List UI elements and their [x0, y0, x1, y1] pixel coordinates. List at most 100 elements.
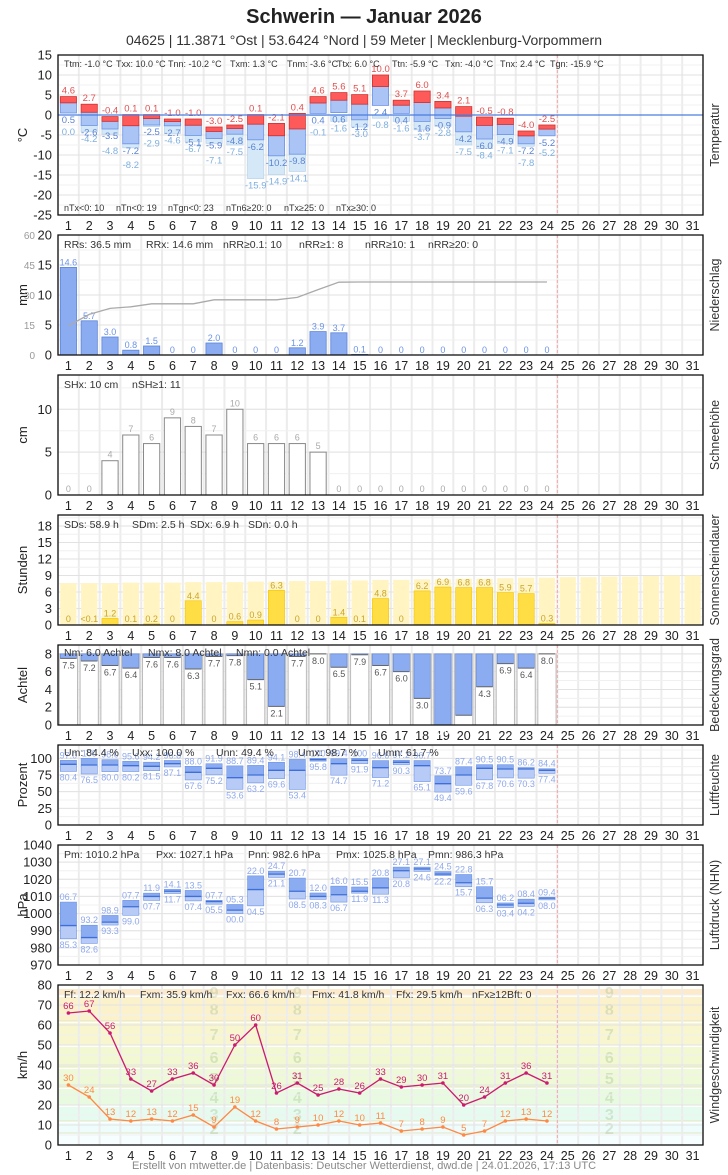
svg-text:6: 6 — [274, 433, 279, 443]
y-tick-label: 0 — [45, 348, 52, 363]
svg-text:-2.5: -2.5 — [539, 114, 555, 125]
svg-text:7: 7 — [128, 424, 133, 434]
y-tick-label: 0 — [45, 1138, 52, 1153]
y-tick-label: 30 — [38, 1078, 52, 1093]
x-tick-label: 29 — [644, 359, 658, 373]
svg-text:20: 20 — [458, 1093, 469, 1104]
svg-text:0.4: 0.4 — [291, 102, 304, 113]
beaufort-label: 9 — [605, 985, 614, 1002]
cumulative-line — [68, 281, 547, 327]
y-tick-label: 4 — [45, 682, 52, 697]
panel-title: Schneehöhe — [708, 400, 722, 470]
svg-text:7: 7 — [482, 1119, 487, 1130]
svg-text:1.2: 1.2 — [104, 608, 117, 618]
x-tick-label: 3 — [107, 629, 114, 643]
beaufort-label: 8 — [293, 1002, 302, 1019]
x-tick-label: 4 — [127, 499, 134, 513]
svg-text:-6.7: -6.7 — [185, 144, 201, 155]
svg-text:4: 4 — [108, 450, 113, 460]
x-tick-label: 5 — [148, 629, 155, 643]
svg-text:5.7: 5.7 — [83, 311, 96, 321]
x-tick-label: 13 — [311, 219, 325, 233]
x-tick-label: 14 — [332, 219, 346, 233]
x-tick-label: 13 — [311, 499, 325, 513]
rain-bar — [288, 347, 306, 356]
svg-text:33: 33 — [126, 1067, 137, 1078]
possible-sun-bar — [330, 580, 348, 625]
stat-label: Txn: -4.0 °C — [445, 59, 494, 69]
y-tick-label: 8 — [45, 646, 52, 661]
x-tick-label: 10 — [249, 629, 263, 643]
svg-text:-4.9: -4.9 — [497, 137, 513, 148]
x-tick-label: 23 — [519, 729, 533, 743]
humidity-bar — [247, 765, 265, 776]
y-tick-label: 50 — [38, 1038, 52, 1053]
beaufort-label: 4 — [605, 1090, 614, 1107]
svg-text:9: 9 — [440, 1115, 445, 1126]
svg-text:3.4: 3.4 — [436, 90, 449, 101]
svg-text:8.0: 8.0 — [312, 656, 325, 666]
pressure-bar — [80, 924, 98, 938]
x-tick-label: 14 — [332, 829, 346, 843]
beaufort-label: 6 — [293, 1050, 302, 1067]
svg-text:-5.1: -5.1 — [185, 137, 201, 148]
svg-text:8: 8 — [419, 1117, 424, 1128]
svg-text:71.2: 71.2 — [372, 779, 390, 789]
stat-label: nTx≥30: 0 — [336, 203, 376, 213]
possible-sun-bar — [622, 576, 639, 625]
x-tick-label: 19 — [436, 499, 450, 513]
svg-text:3.0: 3.0 — [416, 700, 429, 710]
svg-text:-7.1: -7.1 — [206, 155, 222, 166]
panel-title: Sonnenscheindauer — [708, 514, 722, 625]
svg-text:7: 7 — [399, 1119, 404, 1130]
svg-text:6.7: 6.7 — [104, 667, 117, 677]
x-tick-label: 3 — [107, 969, 114, 983]
x-tick-label: 10 — [249, 499, 263, 513]
temp-bar-day-9: -2.5 -4.8-7.5 — [226, 114, 244, 158]
sun-bar — [455, 587, 473, 626]
svg-text:20.8: 20.8 — [393, 879, 411, 889]
y-tick-label: 5 — [45, 445, 52, 460]
svg-text:-4.8: -4.8 — [227, 136, 243, 147]
x-tick-label: 26 — [582, 1149, 596, 1163]
svg-text:-0.1: -0.1 — [310, 127, 326, 138]
sun-bar — [372, 598, 389, 626]
sun-bar — [101, 618, 119, 626]
svg-text:7.2: 7.2 — [83, 663, 96, 673]
possible-sun-bar — [642, 576, 660, 625]
x-tick-label: 4 — [127, 829, 134, 843]
svg-text:96.6: 96.6 — [372, 751, 390, 761]
temp-bar-day-12: 0.4 -9.8 -14.1 — [286, 102, 308, 184]
svg-text:82.6: 82.6 — [80, 944, 98, 954]
x-tick-label: 3 — [107, 829, 114, 843]
possible-sun-bar — [205, 582, 223, 625]
stat-label: SDs: 58.9 h — [64, 519, 119, 531]
x-tick-label: 6 — [169, 219, 176, 233]
svg-text:6.7: 6.7 — [374, 667, 387, 677]
svg-text:11.9: 11.9 — [143, 883, 160, 893]
pressure-bar — [122, 900, 140, 908]
y-tick-label: 10 — [38, 402, 52, 417]
svg-text:49.4: 49.4 — [434, 793, 452, 803]
svg-text:91.9: 91.9 — [351, 765, 369, 775]
x-tick-label: 24 — [540, 499, 554, 513]
svg-text:6.0: 6.0 — [416, 80, 429, 91]
rain-bar — [330, 332, 348, 356]
svg-text:12: 12 — [167, 1109, 178, 1120]
svg-text:08.0: 08.0 — [538, 901, 556, 911]
y-tick-label: -25 — [33, 208, 52, 223]
x-tick-label: 26 — [582, 829, 596, 843]
x-tick-label: 27 — [602, 1149, 616, 1163]
svg-text:2.0: 2.0 — [208, 333, 221, 343]
svg-text:0: 0 — [170, 614, 175, 624]
rain-bar — [205, 342, 223, 356]
svg-text:30: 30 — [417, 1073, 428, 1084]
svg-text:-4.8: -4.8 — [102, 146, 118, 157]
x-tick-label: 11 — [270, 829, 283, 843]
x-tick-label: 16 — [374, 359, 388, 373]
svg-text:5.1: 5.1 — [250, 682, 263, 692]
svg-text:67.6: 67.6 — [184, 781, 202, 791]
x-tick-label: 12 — [290, 969, 304, 983]
y-tick-label: 0 — [45, 108, 52, 123]
